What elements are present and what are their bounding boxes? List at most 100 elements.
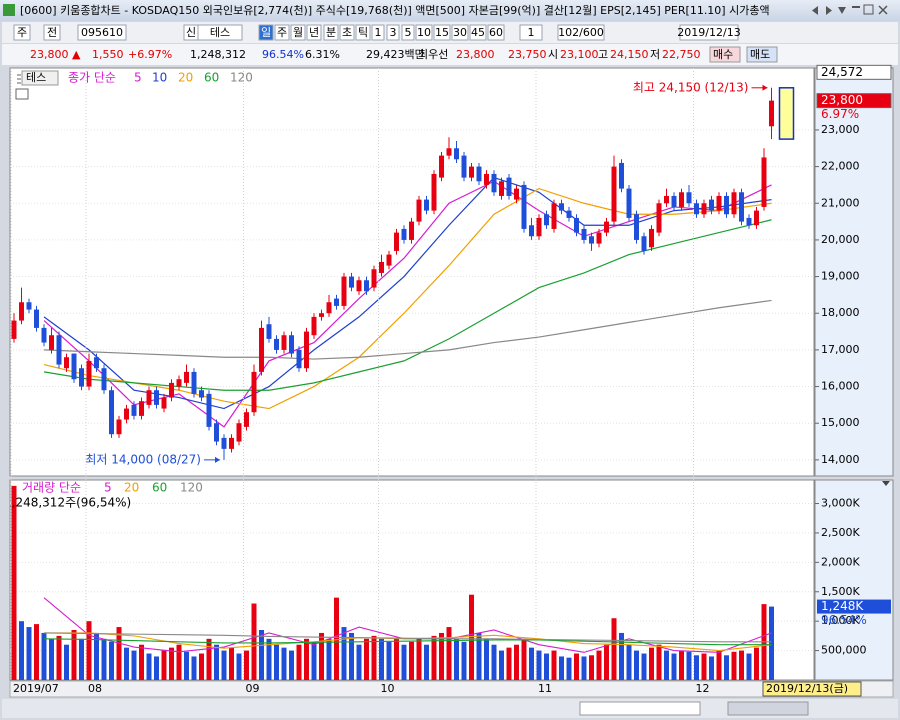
toolbar-label[interactable]: 10 <box>417 26 431 39</box>
panel-collapse[interactable] <box>882 481 890 486</box>
toolbar-button[interactable] <box>433 24 451 41</box>
candle-body <box>581 228 587 240</box>
order-button[interactable] <box>709 46 741 63</box>
x-tick-label: 08 <box>88 682 102 695</box>
quote-field: 1,248,312 <box>190 48 246 61</box>
candle-body <box>619 162 624 189</box>
toolbar-button[interactable] <box>258 24 274 41</box>
candle-body <box>401 228 407 240</box>
y-tick-label: 2,000K <box>821 555 860 568</box>
toolbar-button[interactable] <box>323 24 339 41</box>
volume-bar <box>86 621 92 680</box>
toolbar-button[interactable] <box>469 24 487 41</box>
quote-field: 24,150 <box>610 48 649 61</box>
y-tick-label: 3,000K <box>821 497 860 510</box>
toolbar-button[interactable] <box>355 24 371 41</box>
toolbar-button[interactable] <box>557 24 605 41</box>
candle-body <box>71 353 77 380</box>
legend-item: 120 <box>180 481 203 495</box>
toolbar-button[interactable] <box>306 24 322 41</box>
toolbar-label[interactable]: 주 <box>277 26 287 39</box>
window-buttons[interactable] <box>812 4 888 15</box>
toolbar-label[interactable]: 30 <box>453 26 467 39</box>
volume-bar <box>176 644 182 680</box>
toolbar-button[interactable] <box>339 24 355 41</box>
candle-body <box>259 327 264 372</box>
toolbar-button[interactable] <box>43 24 61 41</box>
legend-title: 거래량 단순 <box>22 481 81 495</box>
volume-bar <box>131 650 137 680</box>
y-tick-label: 500,000 <box>821 644 867 657</box>
toolbar-button[interactable] <box>519 24 543 41</box>
toolbar-label[interactable]: 일 <box>261 25 271 39</box>
toolbar-label[interactable]: 월 <box>293 26 303 39</box>
toolbar-button[interactable] <box>415 24 433 41</box>
toolbar-label[interactable]: 분 <box>326 26 336 39</box>
legend-item: 120 <box>230 71 253 85</box>
toolbar-label[interactable]: 1 <box>375 26 382 39</box>
toolbar-button[interactable] <box>371 24 385 41</box>
toolbar-label[interactable]: 틱 <box>358 26 368 39</box>
y-tick-label: 1,500K <box>821 585 860 598</box>
toolbar-button[interactable] <box>401 24 415 41</box>
next-button[interactable] <box>826 6 832 15</box>
toolbar-label[interactable]: 60 <box>489 26 503 39</box>
menu-button[interactable] <box>838 7 846 14</box>
toolbar-label[interactable]: 1 <box>528 26 535 39</box>
toolbar-label[interactable]: 2019/12/13 <box>677 26 740 39</box>
candle-body <box>101 368 107 391</box>
volume-bar <box>11 485 17 680</box>
toolbar-label[interactable]: 45 <box>471 26 485 39</box>
toolbar-label[interactable]: 095610 <box>81 26 123 39</box>
max-button[interactable] <box>863 4 874 15</box>
toolbar-label[interactable]: 15 <box>435 26 449 39</box>
toolbar-label[interactable]: 초 <box>342 26 352 39</box>
toolbar-label[interactable]: 3 <box>390 26 397 39</box>
legend-item: 5 <box>104 481 112 495</box>
prev-button[interactable] <box>812 6 818 15</box>
toolbar-button[interactable] <box>679 24 739 41</box>
toolbar-button[interactable] <box>197 24 243 41</box>
volume-bar <box>251 603 257 680</box>
zoom-slider[interactable] <box>727 701 809 716</box>
candle-body <box>41 327 47 343</box>
y-tick-label: 22,000 <box>821 160 860 173</box>
toolbar-button[interactable] <box>13 24 31 41</box>
toolbar-button[interactable] <box>386 24 400 41</box>
candle-body <box>26 302 32 310</box>
toolbar-label[interactable]: 102/600 <box>558 26 604 39</box>
toolbar-label[interactable]: 테스 <box>210 26 230 39</box>
toolbar-button[interactable] <box>290 24 306 41</box>
panel-menu-icon[interactable] <box>15 88 29 100</box>
scroll-controls[interactable] <box>579 701 701 716</box>
candle-body <box>574 217 579 233</box>
toolbar-label[interactable]: 주 <box>17 26 27 39</box>
candle-body <box>731 192 737 215</box>
toolbar-button[interactable] <box>77 24 127 41</box>
toolbar-label[interactable]: 전 <box>47 26 57 39</box>
y-tick-label: 14,000 <box>821 453 860 466</box>
candle-body <box>394 232 399 251</box>
candle-body <box>416 199 422 222</box>
volume-bar <box>701 653 707 680</box>
toolbar-button[interactable] <box>274 24 290 41</box>
volume-bar <box>169 647 174 680</box>
quote-field: 매수 <box>713 48 733 61</box>
min-button[interactable] <box>852 6 860 8</box>
toolbar-label[interactable]: 년 <box>309 26 319 39</box>
candle-body <box>296 349 302 369</box>
candle-body <box>686 192 692 204</box>
toolbar-button[interactable] <box>451 24 469 41</box>
toolbar-label[interactable]: 5 <box>405 26 412 39</box>
close-button[interactable] <box>878 5 888 15</box>
quote-field: 1,550 <box>92 48 124 61</box>
toolbar-button[interactable] <box>487 24 505 41</box>
candle-body <box>424 199 429 211</box>
candle-body <box>124 408 129 420</box>
y-tick-label: 2,500K <box>821 526 860 539</box>
toolbar-label[interactable]: 신 <box>186 26 196 39</box>
price-marker <box>816 64 892 80</box>
volume-bar <box>259 630 264 680</box>
order-button[interactable] <box>746 46 778 63</box>
